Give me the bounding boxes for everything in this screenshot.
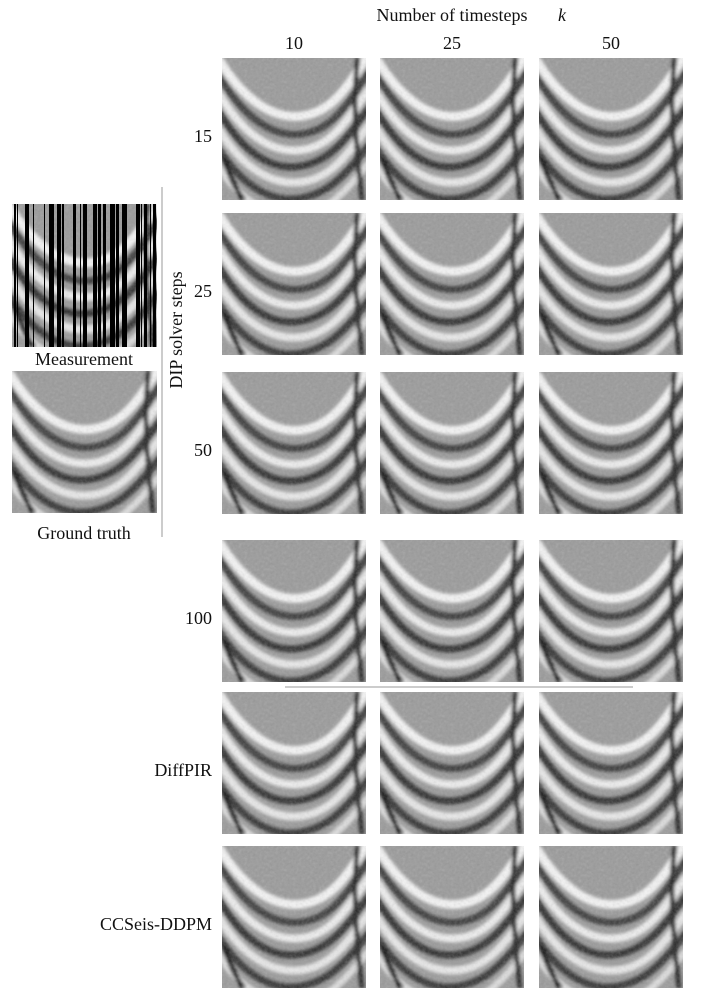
reconstruction-image — [376, 840, 528, 992]
reconstruction-image — [535, 207, 687, 370]
stripe — [136, 204, 140, 347]
row-label: DiffPIR — [154, 760, 212, 780]
row-label: 15 — [194, 126, 212, 146]
ground-truth-label: Ground truth — [37, 523, 131, 543]
stripe — [98, 204, 101, 347]
ground-truth-image — [8, 365, 161, 528]
stripe — [57, 204, 61, 347]
stripe — [144, 204, 147, 347]
column-label: 50 — [602, 33, 620, 53]
reconstruction-image — [535, 52, 687, 215]
reconstruction-image — [218, 366, 370, 529]
reconstruction-image — [376, 534, 528, 697]
stripe — [141, 204, 142, 347]
reconstruction-image — [376, 207, 528, 370]
row-label: CCSeis-DDPM — [100, 914, 212, 934]
stripe — [80, 204, 81, 347]
reconstruction-image — [218, 52, 370, 215]
stripe — [33, 204, 34, 347]
header-variable: k — [558, 5, 567, 25]
stripe — [25, 204, 29, 347]
stripe — [103, 204, 106, 347]
stripe — [93, 204, 97, 347]
reconstruction-image — [535, 840, 687, 992]
stripe — [153, 204, 156, 347]
reconstruction-image — [376, 52, 528, 215]
reconstruction-image — [376, 686, 528, 849]
stripe — [17, 204, 18, 347]
stripe — [116, 204, 119, 347]
stripe — [83, 204, 87, 347]
stripe — [150, 204, 151, 347]
reconstruction-image — [218, 840, 370, 992]
measurement-label: Measurement — [35, 349, 133, 369]
row-label: 50 — [194, 440, 212, 460]
reconstruction-image — [535, 534, 687, 697]
stripe — [110, 204, 115, 347]
side-label: DIP solver steps — [166, 271, 186, 388]
mask-stripes — [14, 204, 156, 347]
stripe — [62, 204, 64, 347]
stripe — [73, 204, 76, 347]
reconstruction-image — [376, 366, 528, 529]
column-label: 10 — [285, 33, 303, 53]
reconstruction-image — [535, 686, 687, 849]
reconstruction-image — [218, 207, 370, 370]
row-label: 100 — [185, 608, 212, 628]
stripe — [44, 204, 45, 347]
header-title: Number of timesteps — [377, 5, 528, 25]
row-label: 25 — [194, 281, 212, 301]
stripe — [49, 204, 54, 347]
reconstruction-image — [218, 686, 370, 849]
reconstruction-image — [218, 534, 370, 697]
stripe — [122, 204, 127, 347]
column-label: 25 — [443, 33, 461, 53]
stripe — [14, 204, 16, 347]
reconstruction-image — [535, 366, 687, 529]
